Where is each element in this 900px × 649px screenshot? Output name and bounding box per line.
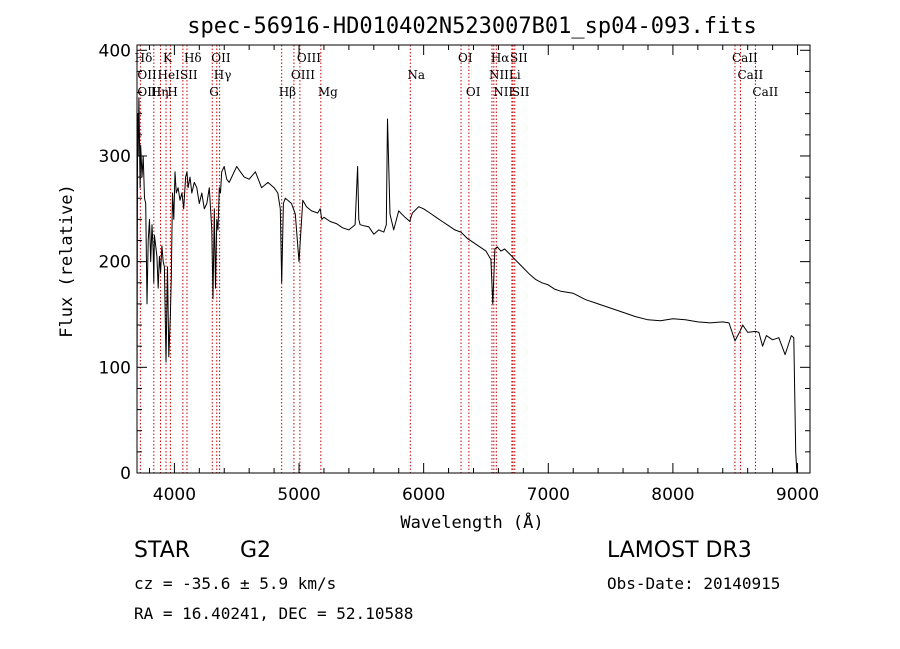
- line-label: G: [209, 85, 219, 99]
- spectrum-line: [136, 97, 798, 474]
- line-label: Hγ: [214, 68, 232, 82]
- x-tick-label: 6000: [402, 485, 445, 505]
- y-tick-label: 0: [120, 464, 131, 484]
- survey-name: LAMOST DR3: [607, 538, 752, 563]
- line-label: Mg: [318, 85, 338, 99]
- line-label: NII: [493, 85, 513, 99]
- line-label: OIII: [297, 51, 321, 65]
- x-tick-label: 8000: [651, 485, 694, 505]
- y-tick-label: 300: [99, 147, 131, 167]
- line-label: OII: [211, 51, 231, 65]
- line-label: Hα: [491, 51, 510, 65]
- line-label: Na: [407, 68, 425, 82]
- line-label: SII: [180, 68, 198, 82]
- line-label: SII: [510, 51, 528, 65]
- line-label: CaII: [752, 85, 778, 99]
- object-subclass: G2: [240, 538, 272, 563]
- line-label: OIII: [137, 85, 161, 99]
- line-label: HeI: [158, 68, 181, 82]
- line-label: Hδ: [184, 51, 202, 65]
- line-label: K: [163, 51, 173, 65]
- line-label: OI: [458, 51, 473, 65]
- x-tick-label: 9000: [776, 485, 819, 505]
- coordinates-text: RA = 16.40241, DEC = 52.10588: [134, 604, 414, 623]
- y-tick-label: 100: [99, 358, 131, 378]
- redshift-text: cz = -35.6 ± 5.9 km/s: [134, 574, 337, 593]
- chart-title: spec-56916-HD010402N523007B01_sp04-093.f…: [187, 14, 757, 39]
- line-label: Hβ: [279, 85, 296, 99]
- plot-frame: [136, 44, 811, 474]
- x-axis-label: Wavelength (Å): [400, 511, 543, 533]
- obs-date: Obs-Date: 20140915: [607, 574, 781, 593]
- x-tick-label: 5000: [277, 485, 320, 505]
- line-label: Li: [509, 68, 521, 82]
- y-tick-label: 400: [99, 41, 131, 61]
- line-label: OIII: [291, 68, 315, 82]
- line-label: NII: [489, 68, 509, 82]
- line-label: Hη: [151, 85, 169, 99]
- object-class: STAR: [134, 538, 191, 563]
- axes: 4000 5000 6000 7000 8000 9000 0 100 200 300 400: [99, 41, 820, 505]
- x-tick-label: 7000: [527, 485, 570, 505]
- line-label: CaII: [737, 68, 763, 82]
- spectrum-series: [136, 97, 798, 474]
- line-label: OI: [466, 85, 481, 99]
- line-label: Hδ: [135, 51, 153, 65]
- spectral-line-markers: [139, 45, 756, 473]
- line-label: CaII: [732, 51, 758, 65]
- y-tick-label: 200: [99, 253, 131, 273]
- x-tick-label: 4000: [153, 485, 196, 505]
- line-label: OII: [137, 68, 157, 82]
- line-label: SII: [512, 85, 530, 99]
- y-axis-label: Flux (relative): [57, 184, 77, 338]
- line-label: H: [167, 85, 177, 99]
